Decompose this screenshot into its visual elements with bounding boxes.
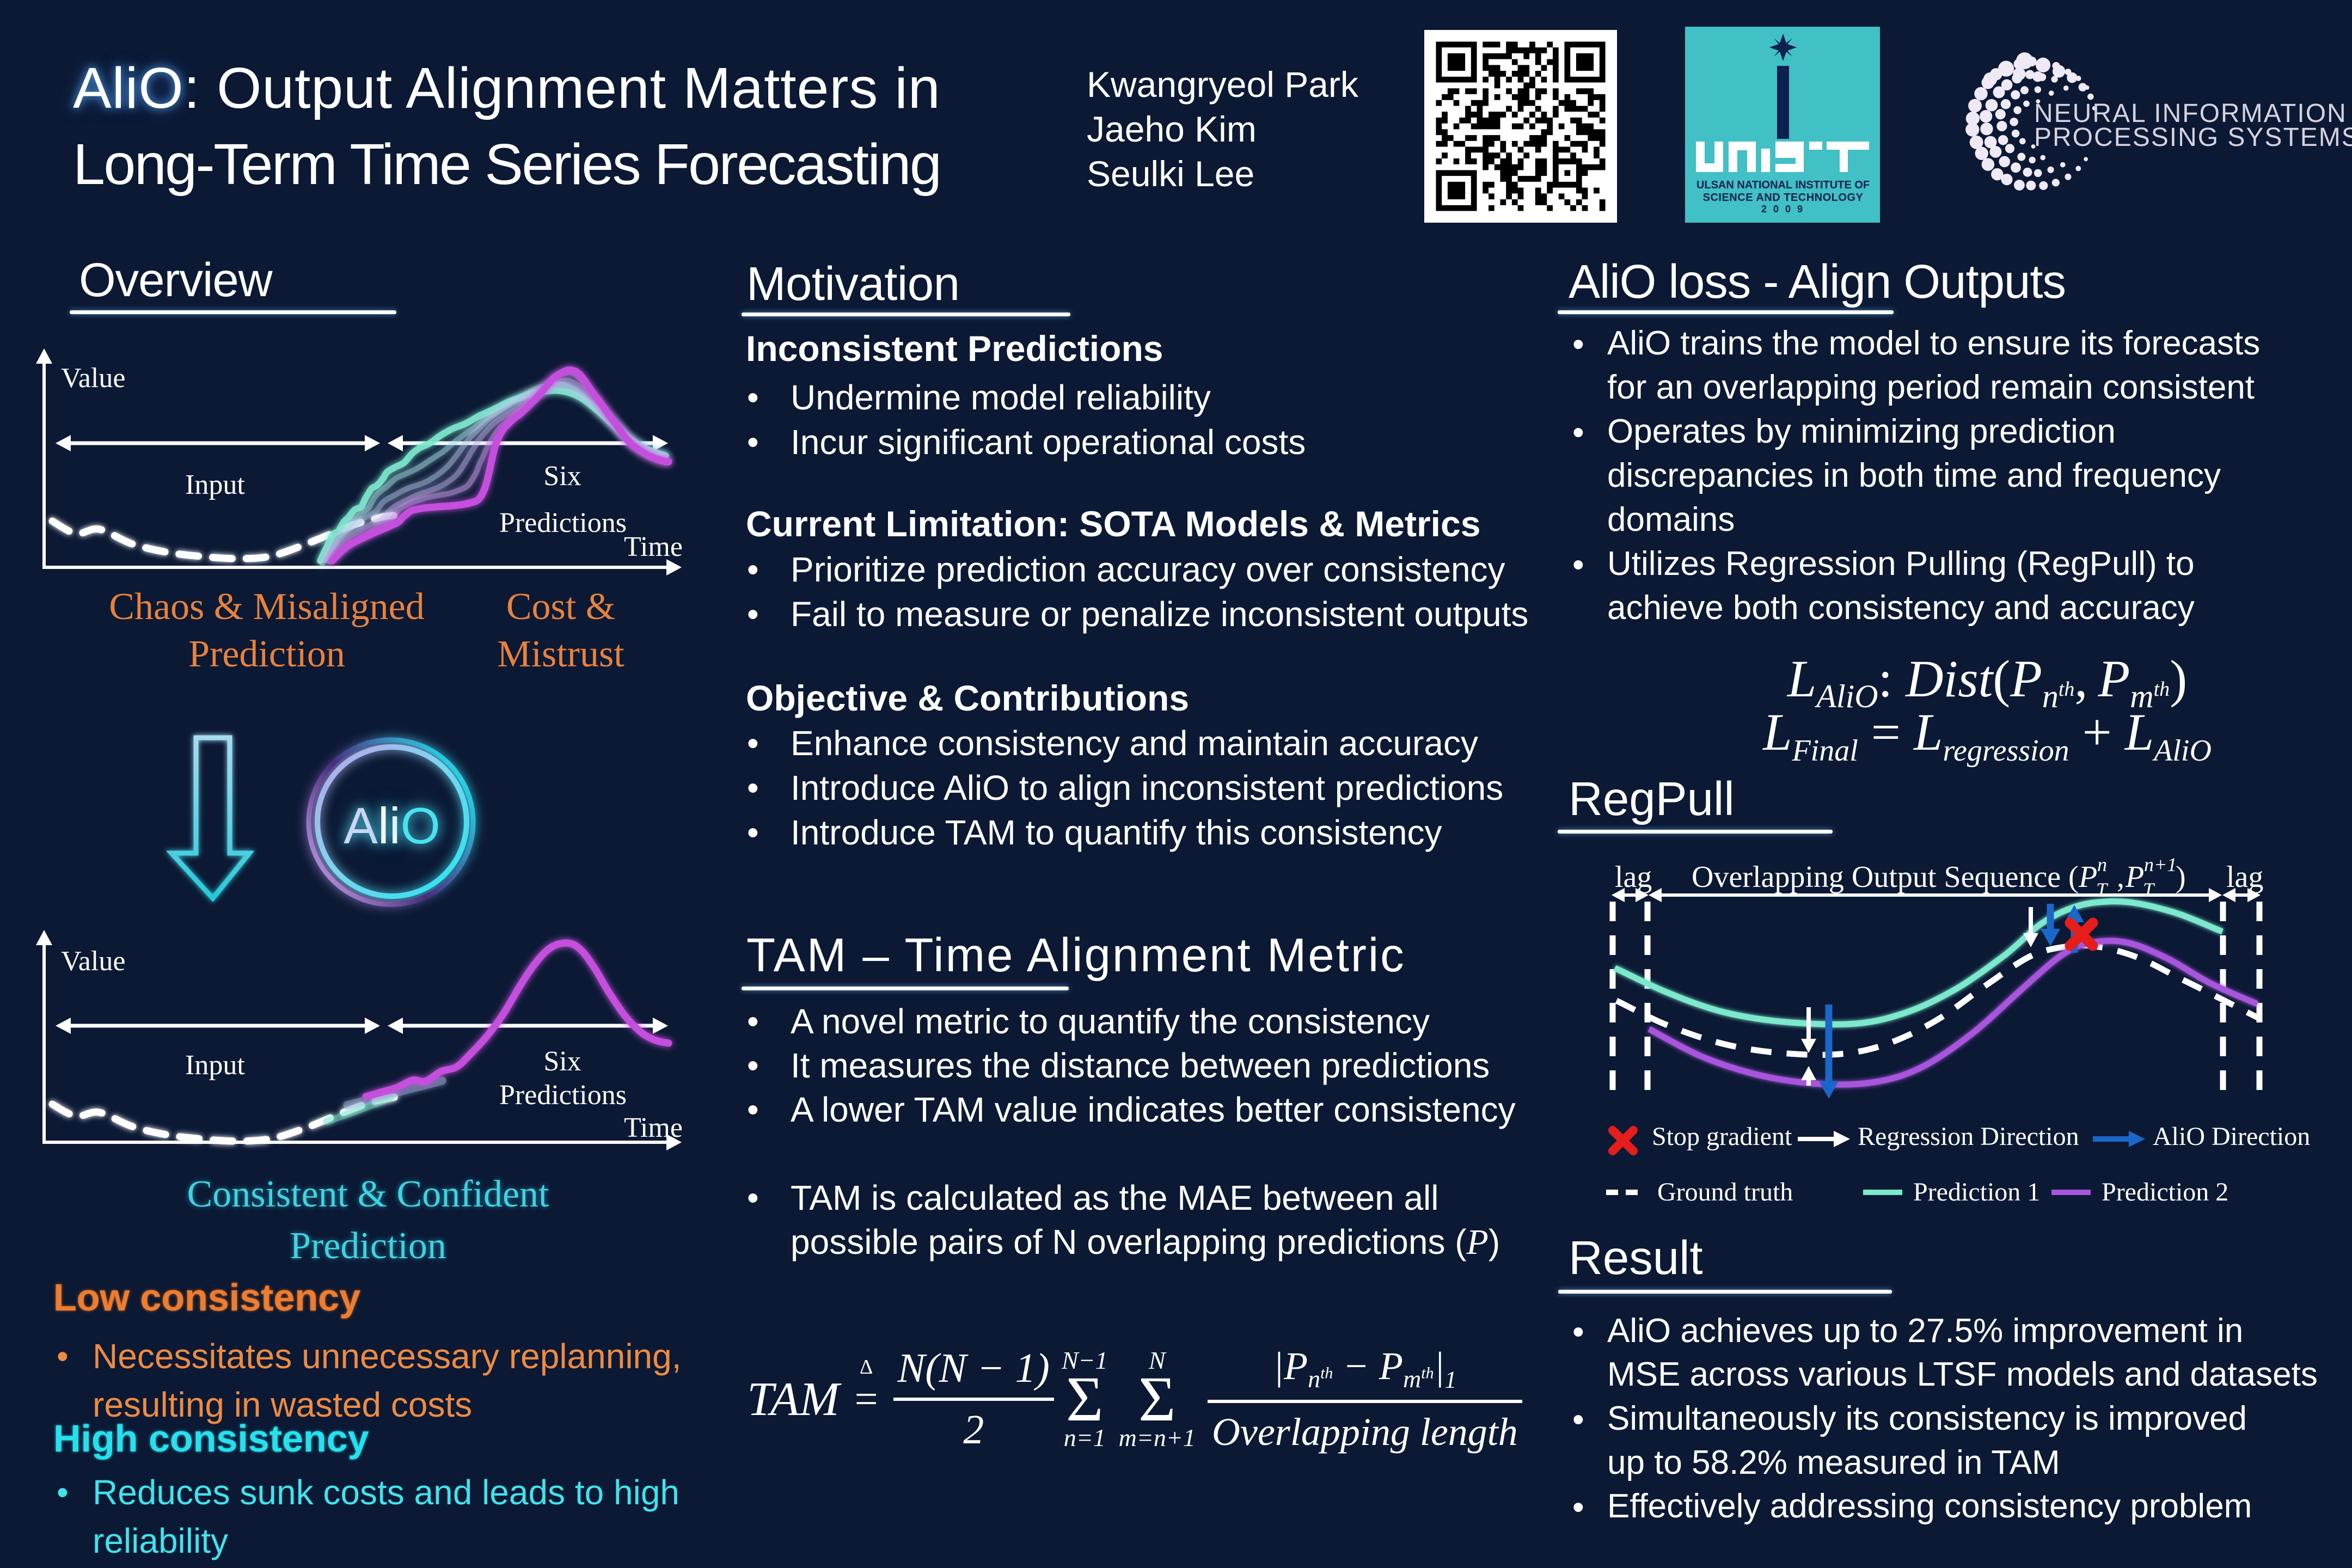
svg-text:Input: Input — [185, 469, 245, 500]
svg-text:ULSAN NATIONAL INSTITUTE OF: ULSAN NATIONAL INSTITUTE OF — [1696, 179, 1870, 191]
svg-text:T: T — [2143, 879, 2155, 901]
svg-text:lag: lag — [1615, 860, 1652, 894]
svg-text:T: T — [2096, 879, 2109, 901]
svg-text:PROCESSING SYSTEMS: PROCESSING SYSTEMS — [2034, 123, 2352, 152]
svg-text:Six: Six — [543, 461, 581, 492]
svg-text:P: P — [2078, 860, 2097, 894]
svg-text:SCIENCE AND TECHNOLOGY: SCIENCE AND TECHNOLOGY — [1703, 192, 1864, 204]
svg-text:Predictions: Predictions — [499, 1080, 627, 1111]
svg-text:lag: lag — [2226, 860, 2263, 894]
svg-text:NEURAL INFORMATION: NEURAL INFORMATION — [2034, 99, 2347, 128]
svg-text:): ) — [2176, 860, 2186, 894]
svg-text:,: , — [2117, 860, 2124, 894]
svg-text:Predictions: Predictions — [499, 507, 627, 538]
svg-text:Input: Input — [185, 1050, 245, 1081]
svg-text:P: P — [2125, 860, 2144, 894]
svg-text:Six: Six — [543, 1046, 581, 1077]
svg-text:Value: Value — [61, 363, 125, 394]
svg-text:Time: Time — [624, 1112, 683, 1143]
svg-text:2009: 2009 — [1761, 204, 1809, 215]
svg-text:n+1: n+1 — [2144, 854, 2177, 875]
svg-text:Overlapping Output Sequence (: Overlapping Output Sequence ( — [1692, 860, 2079, 894]
svg-text:Time: Time — [624, 531, 683, 562]
svg-text:Value: Value — [61, 946, 125, 977]
svg-text:n: n — [2097, 854, 2107, 875]
svg-text:AliO: AliO — [344, 797, 440, 854]
